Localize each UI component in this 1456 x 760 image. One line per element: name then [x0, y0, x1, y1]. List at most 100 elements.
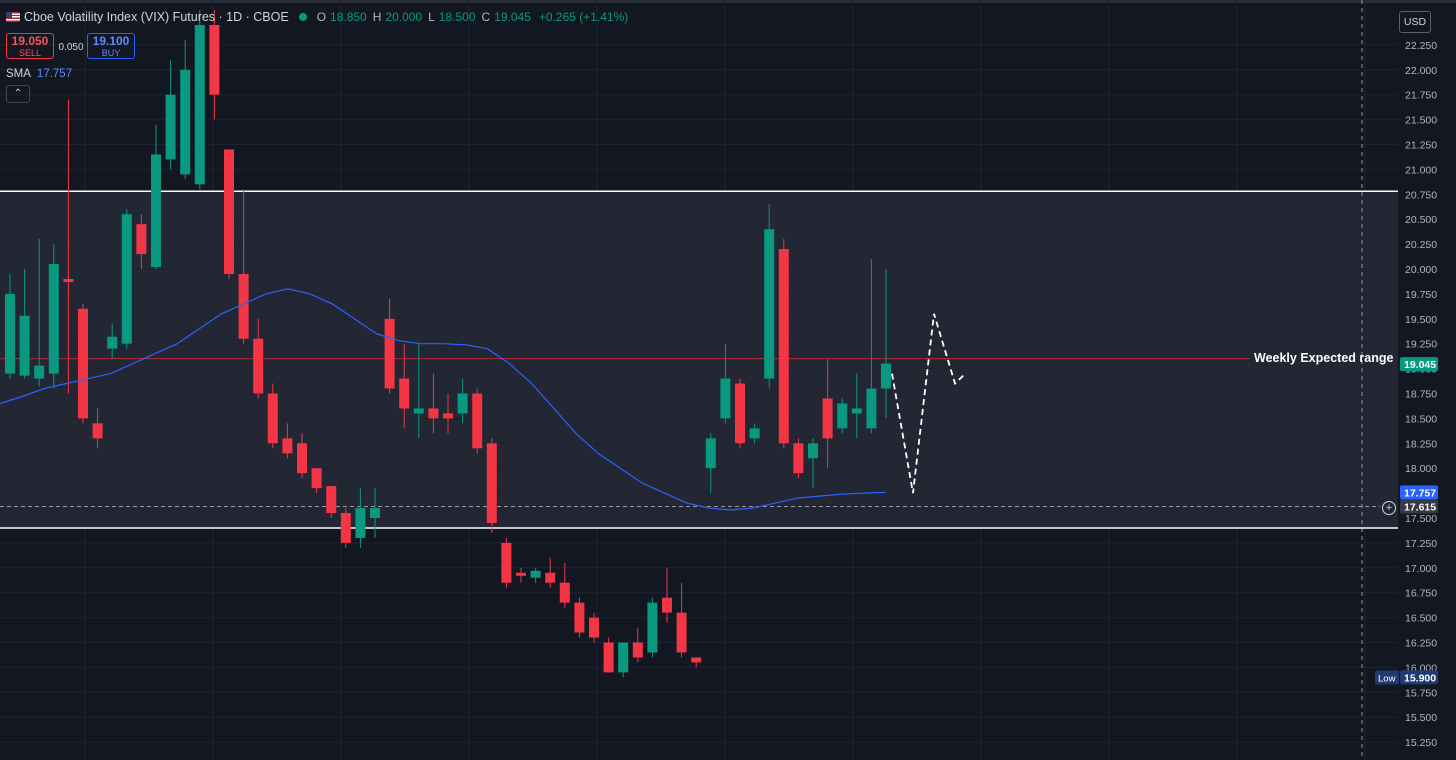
candle-body — [574, 602, 585, 633]
y-tick-label: 18.250 — [1405, 438, 1437, 450]
candle-body — [443, 413, 453, 419]
currency-button[interactable]: USD — [1399, 11, 1431, 33]
candle-body — [881, 363, 891, 389]
close-price-label: 19.045 — [1404, 359, 1436, 371]
symbol-legend: Cboe Volatility Index (VIX) Futures · 1D… — [6, 10, 628, 24]
buy-label: BUY — [101, 48, 121, 58]
candle-body — [224, 149, 234, 274]
candle-body — [209, 24, 220, 95]
y-tick-label: 21.750 — [1405, 90, 1437, 102]
candle-body — [662, 597, 672, 613]
us-flag-icon — [6, 12, 20, 22]
expected-range-band — [0, 191, 1398, 528]
high-value: 20.000 — [385, 10, 423, 24]
y-tick-label: 19.500 — [1405, 314, 1437, 326]
candle-body — [472, 393, 483, 449]
low-tag-label: Low — [1378, 673, 1396, 684]
sma-legend[interactable]: SMA 17.757 — [6, 68, 72, 80]
candle-body — [778, 249, 789, 444]
candle-body — [428, 408, 439, 419]
close-price-label-bg — [1400, 357, 1438, 372]
weekly-expected-range-label: Weekly Expected range — [1254, 351, 1394, 365]
low-tag-bg — [1375, 670, 1399, 685]
candle-body — [632, 642, 643, 658]
candle-body — [559, 582, 570, 603]
candle-body — [793, 443, 804, 474]
y-tick-label: 20.250 — [1405, 239, 1437, 251]
candle-body — [720, 378, 731, 419]
market-status-icon — [298, 13, 307, 21]
candle-body — [48, 264, 59, 374]
low-value: 18.500 — [438, 10, 476, 24]
sma-label: SMA — [6, 68, 31, 80]
sell-price: 19.050 — [11, 34, 49, 48]
candle-body — [165, 94, 176, 160]
candle-body — [808, 443, 818, 459]
candle-body — [34, 365, 45, 379]
open-label: O — [316, 10, 327, 24]
close-label: C — [481, 10, 491, 24]
candle-body — [486, 443, 497, 523]
candle-body — [340, 513, 351, 543]
candle-body — [691, 657, 702, 663]
candle-body — [647, 602, 658, 653]
crosshair-plus-icon[interactable]: + — [1382, 501, 1396, 515]
y-tick-label: 20.750 — [1405, 189, 1437, 201]
candle-body — [326, 486, 337, 514]
y-tick-label: 18.500 — [1405, 413, 1437, 425]
y-tick-label: 17.250 — [1405, 538, 1437, 550]
sma-value: 17.757 — [36, 68, 73, 80]
y-tick-label: 19.250 — [1405, 339, 1437, 351]
candle-body — [516, 572, 526, 576]
candle-body — [530, 570, 541, 578]
y-tick-label: 15.500 — [1405, 712, 1437, 724]
y-tick-label: 20.500 — [1405, 214, 1437, 226]
projection-path — [891, 313, 967, 494]
y-tick-label: 16.500 — [1405, 613, 1437, 625]
candle-body — [63, 278, 74, 282]
y-tick-label: 22.250 — [1405, 40, 1437, 52]
candle-body — [822, 398, 833, 439]
y-tick-label: 16.250 — [1405, 638, 1437, 650]
close-value: 19.045 — [494, 10, 531, 24]
sma-price-label-bg — [1400, 485, 1438, 500]
candle-body — [238, 273, 249, 339]
candle-body — [589, 617, 599, 638]
candle-body — [866, 388, 877, 429]
sell-button[interactable]: 19.050 SELL — [6, 33, 54, 59]
candle-body — [121, 214, 132, 344]
y-tick-label: 20.000 — [1405, 264, 1437, 276]
y-tick-label: 15.750 — [1405, 687, 1437, 699]
candle-body — [5, 293, 15, 374]
y-tick-label: 21.500 — [1405, 115, 1437, 127]
candle-body — [180, 69, 191, 175]
candle-body — [501, 542, 512, 583]
candle-body — [749, 428, 760, 439]
y-tick-label: 16.750 — [1405, 588, 1437, 600]
candle-body — [545, 572, 556, 583]
high-label: H — [372, 10, 382, 24]
candle-body — [384, 318, 395, 389]
y-tick-label: 22.000 — [1405, 65, 1437, 77]
y-tick-label: 19.750 — [1405, 289, 1437, 301]
candle-body — [603, 642, 614, 673]
low-price-label-bg — [1400, 670, 1438, 685]
low-label: L — [428, 10, 435, 24]
buy-price: 19.100 — [92, 34, 130, 48]
symbol-title[interactable]: Cboe Volatility Index (VIX) Futures · 1D… — [24, 10, 289, 24]
chevron-up-icon[interactable]: ⌃ — [6, 85, 30, 103]
sma-price-label: 17.757 — [1404, 487, 1436, 499]
y-tick-label: 15.250 — [1405, 737, 1437, 749]
candle-body — [370, 508, 380, 518]
sell-label: SELL — [18, 48, 42, 58]
top-border — [0, 0, 1456, 3]
candle-body — [267, 393, 278, 444]
y-tick-label: 18.750 — [1405, 389, 1437, 401]
crosshair-price-label: 17.615 — [1404, 502, 1436, 514]
y-tick-label: 17.500 — [1405, 513, 1437, 525]
candle-body — [19, 315, 30, 376]
open-value: 18.850 — [330, 10, 367, 24]
buy-button[interactable]: 19.100 BUY — [87, 33, 135, 59]
